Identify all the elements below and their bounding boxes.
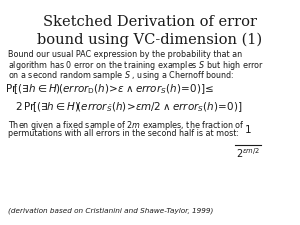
Text: $2^{\varepsilon m/2}$: $2^{\varepsilon m/2}$	[236, 146, 260, 160]
Text: $1$: $1$	[244, 123, 252, 135]
Text: (derivation based on Cristianini and Shawe-Taylor, 1999): (derivation based on Cristianini and Sha…	[8, 207, 213, 214]
Text: on a second random sample $S$ , using a Chernoff bound:: on a second random sample $S$ , using a …	[8, 69, 234, 82]
Text: permutations with all errors in the second half is at most:: permutations with all errors in the seco…	[8, 128, 239, 137]
Text: algorithm has 0 error on the training examples $S$ but high error: algorithm has 0 error on the training ex…	[8, 59, 264, 72]
Text: Then given a fixed sample of $2m$ examples, the fraction of: Then given a fixed sample of $2m$ exampl…	[8, 119, 245, 132]
Text: Sketched Derivation of error
bound using VC-dimension (1): Sketched Derivation of error bound using…	[38, 15, 262, 47]
Text: $\mathrm{Pr}\!\left[\left(\exists h \in H\right)\!\left(\mathit{error}_{\mathrm{: $\mathrm{Pr}\!\left[\left(\exists h \in …	[5, 82, 214, 96]
Text: Bound our usual PAC expression by the probability that an: Bound our usual PAC expression by the pr…	[8, 50, 242, 59]
Text: $2\,\mathrm{Pr}\!\left[\left(\exists h \in H\right)\!\left(\mathit{error}_{\bar{: $2\,\mathrm{Pr}\!\left[\left(\exists h \…	[15, 100, 242, 114]
